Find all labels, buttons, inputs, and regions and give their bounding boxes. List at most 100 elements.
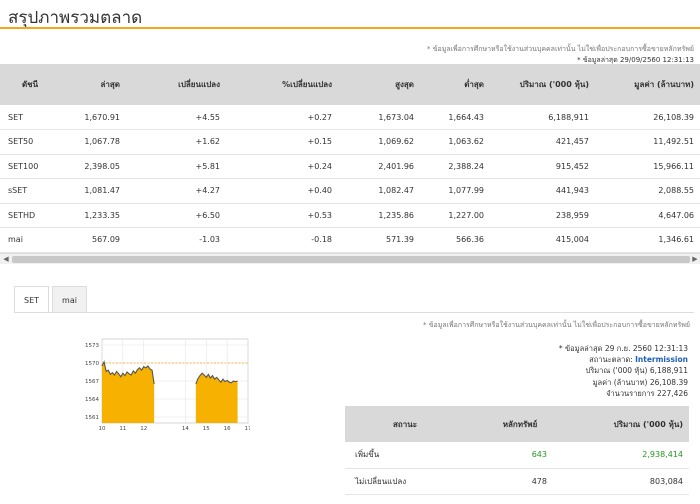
low-value: 1,227.00: [420, 203, 490, 228]
table-row: SET50 1,067.78 +1.62 +0.15 1,069.62 1,06…: [0, 129, 700, 155]
chart-y-tick-label: 1567: [85, 379, 99, 385]
index-link-sset[interactable]: sSET: [0, 178, 60, 204]
detail-status: สถานะตลาด: Intermission: [559, 354, 688, 365]
volume-value: 6,188,911: [490, 105, 595, 130]
chart-x-ticks: 10 11 12 14 15 16 17: [99, 426, 251, 431]
low-value: 1,077.99: [420, 178, 490, 204]
change-value: -1.03: [126, 227, 226, 253]
col-value: มูลค่า (ล้านบาท): [595, 64, 700, 105]
scroll-right-arrow-icon[interactable]: ▶: [692, 255, 698, 263]
status-name: เพิ่มขึ้น: [345, 442, 465, 469]
index-link-set50[interactable]: SET50: [0, 129, 60, 155]
last-value: 567.09: [60, 227, 126, 253]
title-divider: [0, 27, 700, 29]
page-title: สรุปภาพรวมตลาด: [8, 8, 143, 28]
detail-updated: * ข้อมูลล่าสุด 29 ก.ย. 2560 12:31:13: [559, 343, 688, 354]
market-detail-info: * ข้อมูลล่าสุด 29 ก.ย. 2560 12:31:13 สถา…: [559, 343, 688, 399]
chart-series-line: [195, 372, 238, 385]
high-value: 1,082.47: [338, 178, 420, 204]
last-value: 2,398.05: [60, 154, 126, 179]
col-securities: หลักทรัพย์: [465, 406, 575, 442]
tab-mai[interactable]: mai: [52, 286, 87, 313]
high-value: 1,673.04: [338, 105, 420, 130]
status-value: Intermission: [635, 355, 688, 365]
securities-count: 478: [465, 468, 575, 495]
scroll-left-arrow-icon[interactable]: ◀: [3, 255, 9, 263]
table-row: เพิ่มขึ้น 643 2,938,414: [345, 442, 689, 469]
detail-value: มูลค่า (ล้านบาท) 26,108.39: [559, 377, 688, 388]
low-value: 566.36: [420, 227, 490, 253]
status-volume: 803,084: [575, 468, 689, 495]
col-change: เปลี่ยนแปลง: [126, 64, 226, 105]
volume-value: 915,452: [490, 154, 595, 179]
low-value: 1,063.62: [420, 129, 490, 155]
low-value: 1,664.43: [420, 105, 490, 130]
status-name: ไม่เปลี่ยนแปลง: [345, 468, 465, 495]
high-value: 2,401.96: [338, 154, 420, 179]
volume-value: 238,959: [490, 203, 595, 228]
col-last: ล่าสุด: [60, 64, 126, 105]
change-value: +4.27: [126, 178, 226, 204]
low-value: 2,388.24: [420, 154, 490, 179]
change-value: +4.55: [126, 105, 226, 130]
col-high: สูงสุด: [338, 64, 420, 105]
chart-x-tick-label: 12: [140, 426, 147, 431]
tab-divider: [14, 312, 694, 313]
chart-y-tick-label: 1564: [85, 397, 99, 403]
volume-value: 415,004: [490, 227, 595, 253]
value-amount: 26,108.39: [649, 377, 688, 387]
deals-label: จำนวนรายการ: [606, 388, 655, 398]
col-summary-volume: ปริมาณ ('000 หุ้น): [575, 406, 689, 442]
table-row: mai 567.09 -1.03 -0.18 571.39 566.36 415…: [0, 227, 700, 253]
pct-change-value: +0.40: [226, 178, 338, 204]
last-updated-note: * ข้อมูลล่าสุด 29/09/2560 12:31:13: [577, 56, 694, 64]
col-status: สถานะ: [345, 406, 465, 442]
chart-x-tick-label: 16: [224, 426, 231, 431]
market-tabs: SET mai: [14, 286, 90, 313]
chart-x-tick-label: 14: [182, 426, 189, 431]
value-value: 4,647.06: [595, 203, 700, 228]
detail-volume: ปริมาณ ('000 หุ้น) 6,188,911: [559, 365, 688, 376]
change-value: +5.81: [126, 154, 226, 179]
value-value: 2,088.55: [595, 178, 700, 204]
disclaimer-note: * ข้อมูลเพื่อการศึกษาหรือใช้งานส่วนบุคคล…: [427, 45, 694, 53]
chart-y-tick-label: 1561: [85, 415, 99, 421]
last-value: 1,067.78: [60, 129, 126, 155]
pct-change-value: -0.18: [226, 227, 338, 253]
chart-y-ticks: 1573 1570 1567 1564 1561: [85, 343, 99, 421]
deals-value: 227,426: [656, 388, 688, 398]
detail-disclaimer-note: * ข้อมูลเพื่อการศึกษาหรือใช้งานส่วนบุคคล…: [423, 321, 690, 329]
tab-set[interactable]: SET: [14, 286, 49, 313]
scrollbar-thumb[interactable]: [12, 256, 690, 263]
chart-x-tick-label: 10: [99, 426, 106, 431]
market-index-table: ดัชนี ล่าสุด เปลี่ยนแปลง %เปลี่ยนแปลง สู…: [0, 64, 700, 253]
horizontal-scrollbar[interactable]: ◀ ▶: [0, 253, 700, 264]
status-volume: 2,938,414: [575, 442, 689, 469]
col-low: ต่ำสุด: [420, 64, 490, 105]
chart-y-tick-label: 1573: [85, 343, 99, 349]
value-value: 1,346.61: [595, 227, 700, 253]
chart-area-fill: [102, 361, 155, 423]
pct-change-value: +0.53: [226, 203, 338, 228]
index-link-set100[interactable]: SET100: [0, 154, 60, 179]
col-volume: ปริมาณ ('000 หุ้น): [490, 64, 595, 105]
volume-value: 441,943: [490, 178, 595, 204]
chart-x-tick-label: 11: [119, 426, 126, 431]
chart-area-fill: [195, 373, 238, 423]
chart-x-tick-label: 15: [203, 426, 210, 431]
index-link-sethd[interactable]: SETHD: [0, 203, 60, 228]
high-value: 1,069.62: [338, 129, 420, 155]
detail-updated-text: * ข้อมูลล่าสุด 29 ก.ย. 2560 12:31:13: [558, 344, 688, 353]
value-value: 26,108.39: [595, 105, 700, 130]
chart-y-tick-label: 1570: [85, 361, 99, 367]
table-row: SET100 2,398.05 +5.81 +0.24 2,401.96 2,3…: [0, 154, 700, 179]
high-value: 571.39: [338, 227, 420, 253]
advance-decline-table: สถานะ หลักทรัพย์ ปริมาณ ('000 หุ้น) เพิ่…: [345, 406, 689, 495]
detail-deals: จำนวนรายการ 227,426: [559, 388, 688, 399]
pct-change-value: +0.15: [226, 129, 338, 155]
table-row: sSET 1,081.47 +4.27 +0.40 1,082.47 1,077…: [0, 178, 700, 204]
pct-change-value: +0.27: [226, 105, 338, 130]
table-row: SET 1,670.91 +4.55 +0.27 1,673.04 1,664.…: [0, 105, 700, 130]
col-index: ดัชนี: [0, 64, 60, 105]
col-pct-change: %เปลี่ยนแปลง: [226, 64, 338, 105]
